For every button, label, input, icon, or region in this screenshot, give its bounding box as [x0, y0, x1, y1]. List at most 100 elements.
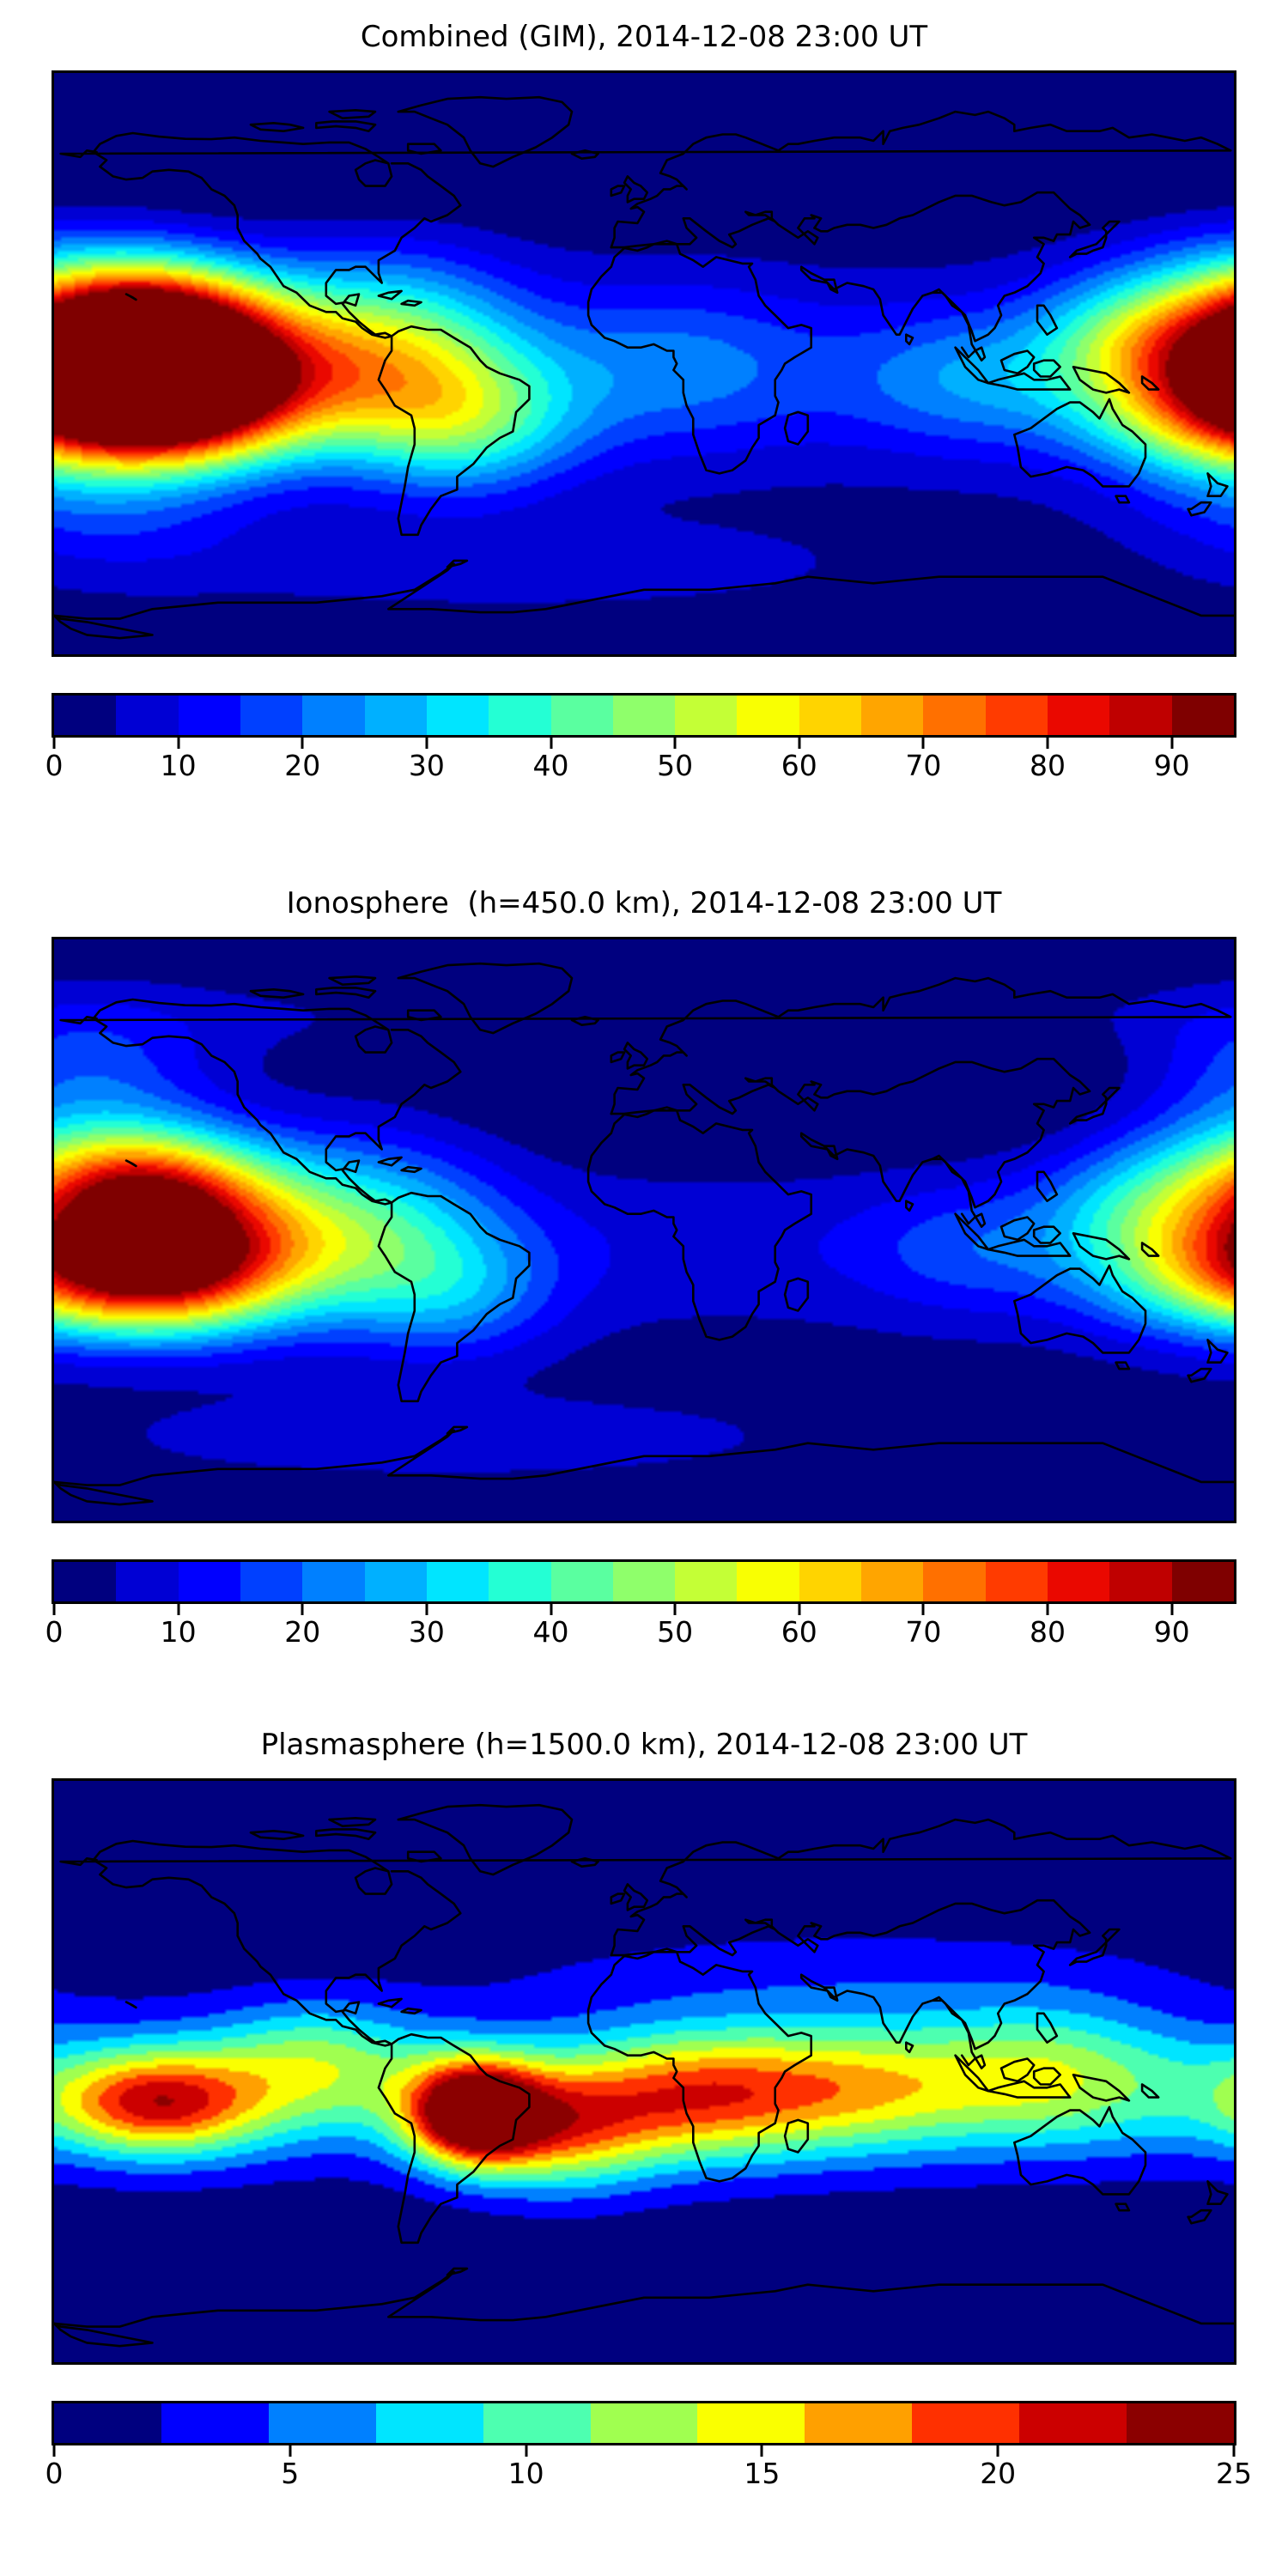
colorbar-band: [1171, 696, 1234, 735]
colorbar-band: [116, 1562, 179, 1601]
coastlines: [54, 1803, 1234, 2348]
colorbar-band: [612, 696, 676, 735]
colorbar-band: [116, 696, 179, 735]
colorbar-tick-label: 5: [281, 2457, 300, 2490]
colorbar-band: [799, 1562, 862, 1601]
colorbar-band: [268, 2403, 376, 2443]
colorbar-ionosphere-450km: 0 10 20 30 40 50 60 70 80 90: [46, 1559, 1236, 1652]
colorbar-band: [54, 2403, 161, 2443]
colorbar-tick-label: 0: [45, 749, 64, 782]
colorbar-tick-mark: [52, 1604, 56, 1615]
colorbar-tick-mark: [301, 738, 304, 749]
colorbar-tick-label: 20: [284, 749, 321, 782]
colorbar-band: [426, 696, 489, 735]
colorbar-2-gradient: [52, 1559, 1236, 1604]
colorbar-tick-label: 90: [1153, 1615, 1190, 1649]
colorbar-tick-mark: [425, 1604, 428, 1615]
colorbar-tick-label: 0: [45, 1615, 64, 1649]
colorbar-band: [912, 2403, 1020, 2443]
colorbar-tick-label: 50: [657, 749, 694, 782]
colorbar-tick-label: 10: [507, 2457, 544, 2490]
colorbar-tick-label: 20: [284, 1615, 321, 1649]
colorbar-tick-label: 15: [744, 2457, 781, 2490]
panel-combined-gim: Combined (GIM), 2014-12-08 23:00 UT 0 10 2…: [0, 22, 1288, 786]
colorbar-tick-label: 70: [905, 749, 942, 782]
map-plasmasphere-1500km: [52, 1778, 1236, 2365]
colorbar-band: [1048, 696, 1110, 735]
colorbar-band: [1109, 1562, 1172, 1601]
colorbar-band: [737, 696, 799, 735]
colorbar-band: [489, 1562, 551, 1601]
colorbar-band: [426, 1562, 489, 1601]
colorbar-band: [805, 2403, 913, 2443]
colorbar-3-axis: 0 5 10 15 20 25: [46, 2445, 1252, 2494]
colorbar-tick-mark: [550, 1604, 553, 1615]
colorbar-band: [675, 696, 738, 735]
colorbar-band: [302, 696, 365, 735]
colorbar-band: [590, 2403, 698, 2443]
map-ionosphere-450km: [52, 937, 1236, 1523]
colorbar-band: [612, 1562, 676, 1601]
colorbar-tick-label: 50: [657, 1615, 694, 1649]
colorbar-tick-mark: [525, 2445, 528, 2457]
colorbar-band: [799, 696, 862, 735]
colorbar-band: [675, 1562, 738, 1601]
colorbar-tick-mark: [52, 2445, 56, 2457]
colorbar-tick-mark: [760, 2445, 763, 2457]
panel-3-title: Plasmasphere (h=1500.0 km), 2014-12-08 2…: [260, 1728, 1028, 1762]
colorbar-band: [861, 1562, 924, 1601]
colorbar-band: [54, 1562, 117, 1601]
colorbar-band: [985, 1562, 1048, 1601]
colorbar-tick-label: 80: [1030, 749, 1066, 782]
colorbar-tick-label: 70: [905, 1615, 942, 1649]
colorbar-tick-mark: [425, 738, 428, 749]
colorbar-tick-mark: [673, 738, 677, 749]
colorbar-tick-label: 40: [532, 749, 569, 782]
colorbar-tick-mark: [550, 738, 553, 749]
colorbar-tick-label: 20: [980, 2457, 1017, 2490]
coastlines: [54, 95, 1234, 640]
colorbar-band: [923, 696, 986, 735]
colorbar-band: [240, 1562, 303, 1601]
colorbar-tick-mark: [921, 1604, 925, 1615]
colorbar-band: [54, 696, 117, 735]
colorbar-tick-mark: [798, 1604, 801, 1615]
colorbar-band: [1127, 2403, 1234, 2443]
coastlines: [54, 962, 1234, 1506]
colorbar-tick-label: 90: [1153, 749, 1190, 782]
colorbar-band: [489, 696, 551, 735]
panel-plasmasphere-1500km: Plasmasphere (h=1500.0 km), 2014-12-08 2…: [0, 1730, 1288, 2494]
colorbar-tick-mark: [996, 2445, 999, 2457]
colorbar-band: [697, 2403, 805, 2443]
panel-1-title: Combined (GIM), 2014-12-08 23:00 UT: [360, 20, 928, 54]
colorbar-band: [302, 1562, 365, 1601]
colorbar-band: [1019, 2403, 1127, 2443]
colorbar-1-gradient: [52, 693, 1236, 738]
colorbar-combined-gim: 0 10 20 30 40 50 60 70 80 90: [46, 693, 1236, 786]
colorbar-tick-label: 60: [781, 749, 817, 782]
colorbar-band: [483, 2403, 591, 2443]
colorbar-tick-label: 30: [408, 1615, 445, 1649]
colorbar-tick-mark: [1170, 738, 1174, 749]
colorbar-tick-label: 30: [408, 749, 445, 782]
colorbar-tick-label: 10: [160, 749, 197, 782]
colorbar-tick-mark: [177, 738, 180, 749]
colorbar-band: [364, 696, 427, 735]
colorbar-tick-mark: [1170, 1604, 1174, 1615]
colorbar-band: [923, 1562, 986, 1601]
colorbar-tick-label: 0: [45, 2457, 64, 2490]
colorbar-band: [737, 1562, 799, 1601]
colorbar-band: [364, 1562, 427, 1601]
panel-2-title: Ionosphere (h=450.0 km), 2014-12-08 23:0…: [286, 886, 1002, 920]
colorbar-tick-mark: [301, 1604, 304, 1615]
colorbar-tick-mark: [177, 1604, 180, 1615]
colorbar-tick-mark: [798, 738, 801, 749]
colorbar-tick-label: 60: [781, 1615, 817, 1649]
colorbar-plasmasphere-1500km: 0 5 10 15 20 25: [46, 2401, 1252, 2494]
colorbar-tick-label: 25: [1216, 2457, 1252, 2490]
colorbar-tick-mark: [1046, 1604, 1049, 1615]
colorbar-band: [1109, 696, 1172, 735]
colorbar-band: [1171, 1562, 1234, 1601]
colorbar-band: [550, 696, 613, 735]
